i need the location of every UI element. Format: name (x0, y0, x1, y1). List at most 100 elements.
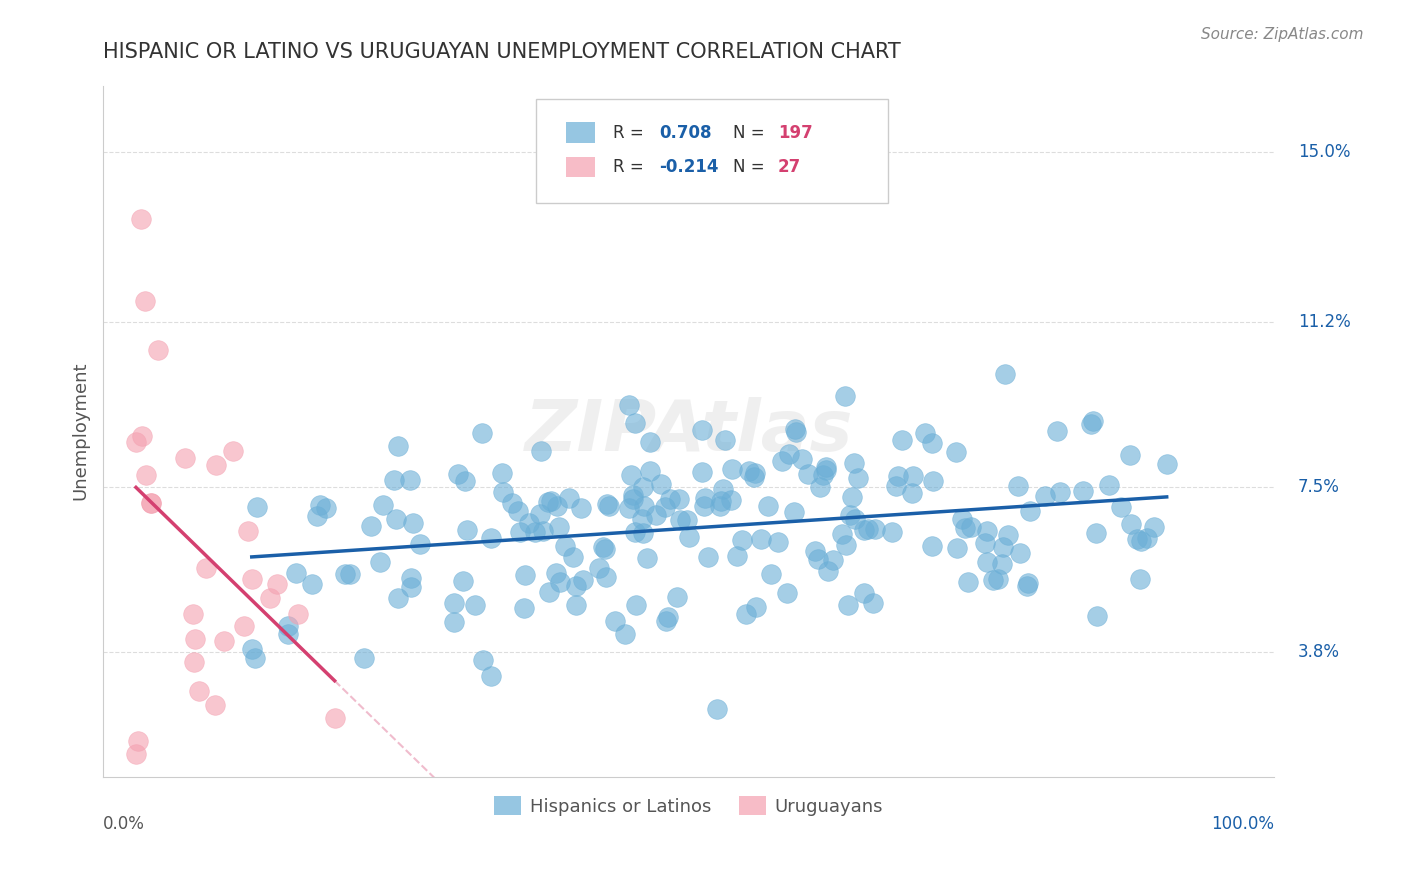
Point (709, 494, 731, 508)
Point (598, 499, 620, 513)
Point (842, 456, 865, 470)
Point (569, 501, 592, 516)
Point (790, 451, 813, 466)
Point (668, 513, 690, 527)
Point (991, 557, 1014, 571)
Point (811, 468, 834, 483)
Point (654, 500, 676, 514)
Point (945, 444, 967, 458)
Point (246, 500, 269, 515)
Point (562, 550, 585, 565)
Point (131, 429, 153, 443)
Point (509, 524, 531, 539)
Point (548, 574, 571, 589)
Point (865, 522, 887, 536)
Point (323, 711, 346, 725)
Point (655, 615, 678, 629)
Text: 27: 27 (778, 158, 801, 176)
Point (536, 494, 558, 508)
Point (565, 598, 588, 612)
Point (976, 555, 998, 569)
Point (714, 434, 737, 448)
Point (399, 473, 422, 487)
Point (697, 550, 720, 565)
Point (693, 499, 716, 513)
Point (783, 422, 806, 436)
Point (1071, 483, 1094, 498)
Point (1125, 532, 1147, 546)
Point (623, 416, 645, 430)
Point (1143, 520, 1166, 534)
Point (373, 499, 395, 513)
Point (531, 524, 554, 539)
Point (1008, 546, 1031, 560)
Text: 11.2%: 11.2% (1298, 313, 1350, 331)
Point (554, 539, 576, 553)
Point (353, 651, 375, 665)
Point (181, 607, 204, 621)
Point (776, 586, 799, 600)
Point (1033, 489, 1056, 503)
Point (770, 454, 793, 468)
Point (631, 525, 654, 540)
Point (524, 524, 547, 539)
Point (837, 598, 859, 612)
Point (1080, 417, 1102, 431)
Point (1085, 525, 1108, 540)
Point (617, 398, 640, 412)
Text: Source: ZipAtlas.com: Source: ZipAtlas.com (1201, 27, 1364, 42)
Point (558, 491, 581, 505)
Text: 0.0%: 0.0% (103, 814, 145, 832)
Point (668, 491, 690, 506)
Point (735, 607, 758, 622)
Point (259, 591, 281, 606)
Point (785, 425, 807, 439)
Point (950, 512, 973, 526)
Point (678, 530, 700, 544)
Point (804, 543, 827, 558)
Point (287, 607, 309, 622)
Point (756, 499, 779, 513)
Point (644, 508, 666, 523)
Point (665, 590, 688, 604)
Point (650, 477, 672, 491)
Point (624, 599, 647, 613)
Point (572, 574, 595, 588)
Point (617, 501, 640, 516)
Point (997, 527, 1019, 541)
Point (443, 615, 465, 629)
Point (814, 462, 837, 476)
Point (976, 524, 998, 538)
Point (454, 474, 477, 488)
Point (853, 523, 876, 537)
Point (838, 508, 860, 523)
Point (844, 512, 866, 526)
Point (134, 293, 156, 308)
Point (814, 460, 837, 475)
Point (797, 467, 820, 482)
Point (519, 516, 541, 530)
Point (744, 599, 766, 614)
Point (409, 537, 432, 551)
Point (730, 533, 752, 547)
Point (471, 425, 494, 440)
Point (1007, 479, 1029, 493)
Point (831, 527, 853, 541)
Point (183, 655, 205, 669)
Point (174, 450, 197, 465)
Point (399, 580, 422, 594)
Point (659, 491, 682, 506)
Point (301, 577, 323, 591)
Point (529, 507, 551, 521)
Point (479, 669, 502, 683)
Point (880, 525, 903, 540)
Point (709, 500, 731, 514)
Point (778, 447, 800, 461)
Point (387, 591, 409, 606)
Point (1015, 578, 1038, 592)
Point (630, 512, 652, 526)
Point (243, 651, 266, 665)
Point (242, 572, 264, 586)
Point (614, 627, 637, 641)
Point (1098, 478, 1121, 492)
